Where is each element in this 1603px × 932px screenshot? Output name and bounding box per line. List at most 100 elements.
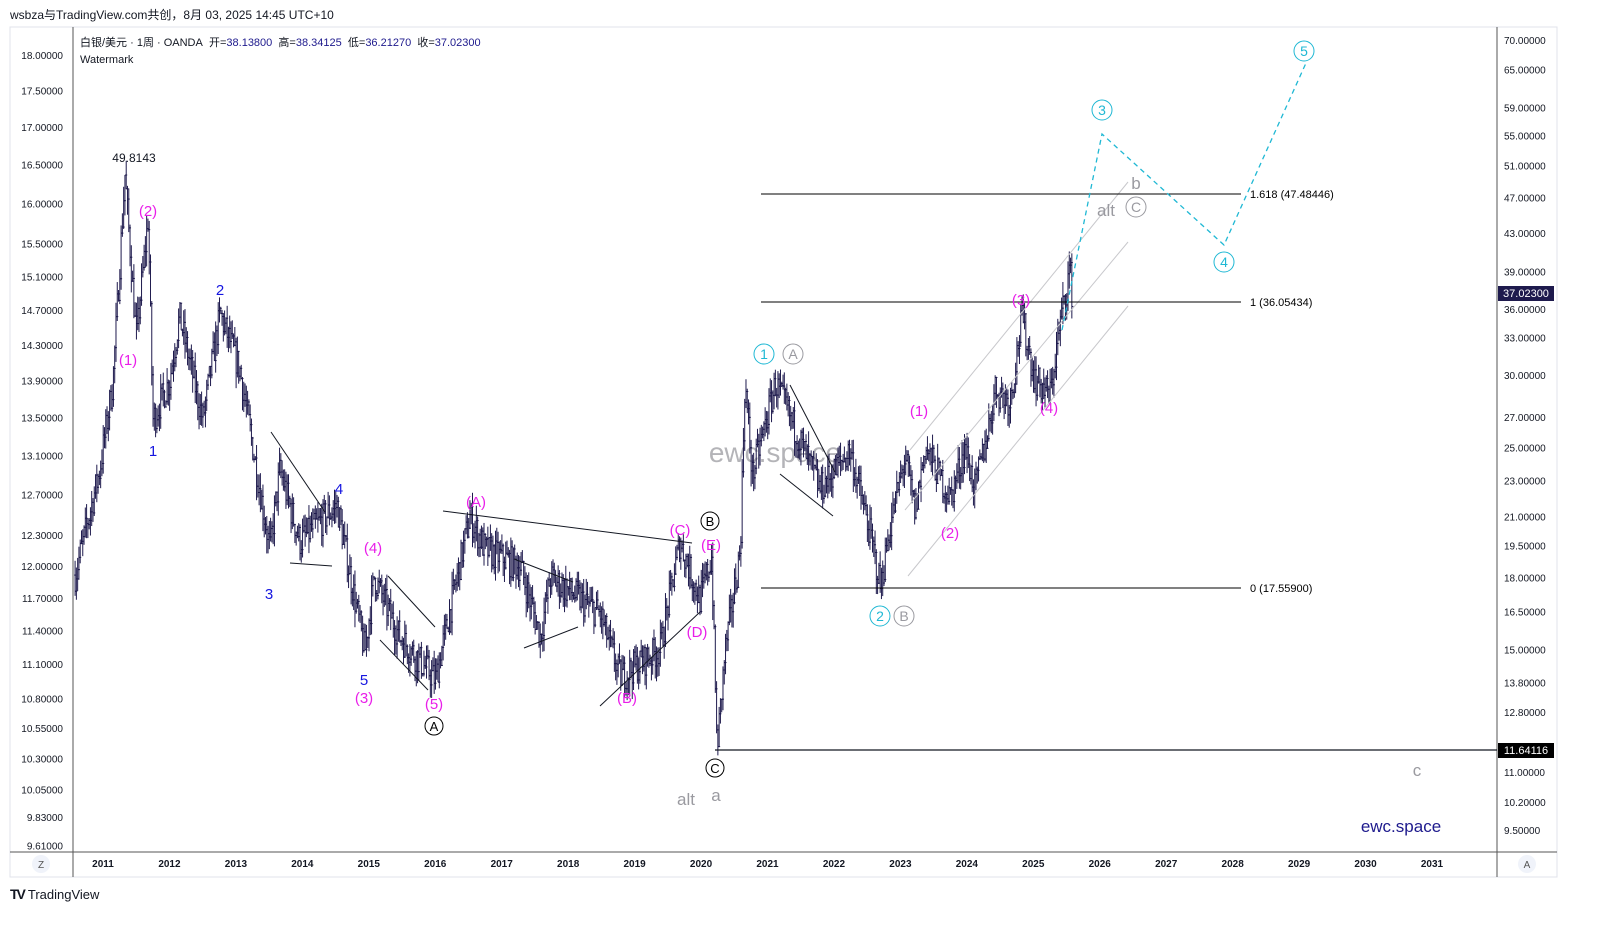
time-axis-tick: 2020 bbox=[690, 859, 713, 870]
auto-scale-label: A bbox=[1524, 860, 1531, 871]
time-axis-tick: 2026 bbox=[1089, 859, 1112, 870]
wave-label: (A) bbox=[466, 494, 486, 511]
last-price-label: 37.02300 bbox=[1503, 288, 1549, 300]
support-price-badge bbox=[1498, 743, 1554, 758]
left-axis-tick: 10.30000 bbox=[21, 754, 63, 765]
wave-label: c bbox=[1413, 761, 1422, 780]
trendline bbox=[779, 473, 834, 517]
axis-mode-left-label: Z bbox=[38, 860, 44, 871]
time-axis-tick: 2030 bbox=[1354, 859, 1377, 870]
peak-label: 49.8143 bbox=[112, 151, 156, 165]
wave-label: 2 bbox=[216, 282, 224, 299]
chart-attribution: wsbza与TradingView.com共创，8月 03, 2025 14:4… bbox=[10, 8, 334, 22]
auto-scale-button[interactable] bbox=[1518, 855, 1536, 873]
time-axis-tick: 2017 bbox=[491, 859, 514, 870]
wave-label: (2) bbox=[139, 203, 157, 220]
support-price-label: 11.64116 bbox=[1504, 745, 1548, 757]
left-price-axis[interactable]: 18.00000 17.50000 17.00000 16.50000 16.00000… bbox=[21, 51, 63, 853]
right-axis-tick: 13.80000 bbox=[1504, 678, 1546, 689]
left-axis-tick: 11.70000 bbox=[22, 594, 63, 605]
time-axis-tick: 2012 bbox=[158, 859, 181, 870]
trendline bbox=[387, 575, 436, 628]
wave-label: C bbox=[1131, 199, 1141, 215]
trendline bbox=[523, 626, 579, 649]
axis-mode-button-left[interactable] bbox=[32, 855, 50, 873]
right-axis-tick: 12.80000 bbox=[1504, 708, 1546, 719]
trendline bbox=[513, 558, 574, 583]
fib-levels[interactable]: 1.618 (47.48446) 1 (36.05434) 0 (17.5590… bbox=[761, 189, 1334, 595]
time-axis-tick: 2019 bbox=[623, 859, 646, 870]
grey-circled-labels: A B C bbox=[782, 196, 1147, 627]
wave-label: (4) bbox=[1040, 400, 1058, 417]
wave-label: (2) bbox=[941, 525, 959, 542]
wave-label: 2 bbox=[876, 608, 884, 624]
wave-label: 5 bbox=[360, 672, 368, 689]
left-axis-tick: 13.50000 bbox=[21, 413, 63, 424]
left-axis-tick: 16.00000 bbox=[21, 199, 63, 210]
right-axis-tick: 70.00000 bbox=[1504, 36, 1546, 47]
wave-label: b bbox=[1131, 174, 1140, 193]
wave-label: A bbox=[430, 719, 439, 734]
legend: 白银/美元 · 1周 · OANDA 开=38.13800 高=38.34125… bbox=[80, 34, 481, 66]
right-axis-tick: 27.00000 bbox=[1504, 413, 1546, 424]
close-label: 收= bbox=[417, 37, 435, 49]
candles bbox=[74, 160, 1074, 756]
time-axis-tick: 2018 bbox=[557, 859, 580, 870]
right-axis-tick: 25.00000 bbox=[1504, 443, 1546, 454]
right-axis-tick: 9.50000 bbox=[1504, 826, 1541, 837]
wave-label: 5 bbox=[1300, 43, 1308, 59]
trendline bbox=[599, 611, 701, 707]
left-axis-tick: 11.40000 bbox=[22, 627, 63, 638]
trendlines bbox=[270, 384, 1497, 751]
left-axis-tick: 15.50000 bbox=[21, 239, 63, 250]
footer-brand: TradingView bbox=[27, 886, 100, 902]
trendline bbox=[289, 562, 333, 567]
symbol-label[interactable]: 白银/美元 · 1周 · OANDA bbox=[80, 37, 203, 49]
left-axis-tick: 12.70000 bbox=[21, 490, 63, 501]
wave-label: B bbox=[899, 608, 908, 624]
right-axis-tick: 39.00000 bbox=[1504, 267, 1546, 278]
fib-label: 0 (17.55900) bbox=[1250, 583, 1312, 595]
time-axis-tick: 2014 bbox=[291, 859, 314, 870]
right-axis-tick: 11.00000 bbox=[1504, 768, 1545, 779]
footer: TV TradingView bbox=[10, 886, 99, 902]
grey-text-labels: alt a b alt c bbox=[677, 174, 1422, 809]
right-axis-tick: 65.00000 bbox=[1504, 65, 1546, 76]
wave-label: a bbox=[711, 786, 721, 805]
time-axis-tick: 2025 bbox=[1022, 859, 1045, 870]
left-axis-tick: 18.00000 bbox=[21, 51, 63, 62]
wave-label: (1) bbox=[119, 352, 137, 369]
left-axis-tick: 12.30000 bbox=[21, 531, 63, 542]
time-axis[interactable]: 2011 2012 2013 2014 2015 2016 2017 2018 2019 2020… bbox=[92, 859, 1443, 870]
left-axis-tick: 13.90000 bbox=[21, 377, 63, 388]
left-axis-tick: 10.80000 bbox=[21, 695, 63, 706]
wave-label: (3) bbox=[355, 690, 373, 707]
wave-label: 1 bbox=[149, 443, 157, 460]
right-axis-tick: 16.50000 bbox=[1504, 608, 1546, 619]
black-circled-labels: A B C bbox=[424, 511, 725, 778]
channel-lines bbox=[904, 181, 1129, 577]
right-price-axis[interactable]: 70.00000 65.00000 59.00000 55.00000 51.00000… bbox=[1504, 36, 1546, 837]
wave-label: (D) bbox=[687, 624, 708, 641]
time-axis-tick: 2028 bbox=[1222, 859, 1245, 870]
wave-label: alt bbox=[1097, 201, 1115, 220]
watermark-indicator[interactable]: Watermark bbox=[80, 54, 134, 66]
open-label: 开= bbox=[208, 37, 227, 49]
right-axis-tick: 47.00000 bbox=[1504, 194, 1546, 205]
time-axis-tick: 2031 bbox=[1421, 859, 1444, 870]
right-axis-tick: 15.00000 bbox=[1504, 645, 1546, 656]
left-axis-tick: 9.61000 bbox=[27, 842, 64, 853]
high-label: 高= bbox=[278, 37, 296, 49]
left-axis-tick: 14.70000 bbox=[21, 306, 63, 317]
left-axis-tick: 17.50000 bbox=[21, 86, 63, 97]
wave-label: 4 bbox=[1220, 254, 1228, 270]
right-axis-tick: 43.00000 bbox=[1504, 229, 1546, 240]
wave-label: (1) bbox=[910, 403, 928, 420]
wave-label: 1 bbox=[760, 346, 768, 362]
left-axis-tick: 11.10000 bbox=[22, 660, 63, 671]
wave-label: 4 bbox=[335, 481, 343, 498]
left-axis-tick: 16.50000 bbox=[21, 161, 63, 172]
low-label: 低= bbox=[347, 37, 366, 49]
right-axis-tick: 23.00000 bbox=[1504, 476, 1546, 487]
